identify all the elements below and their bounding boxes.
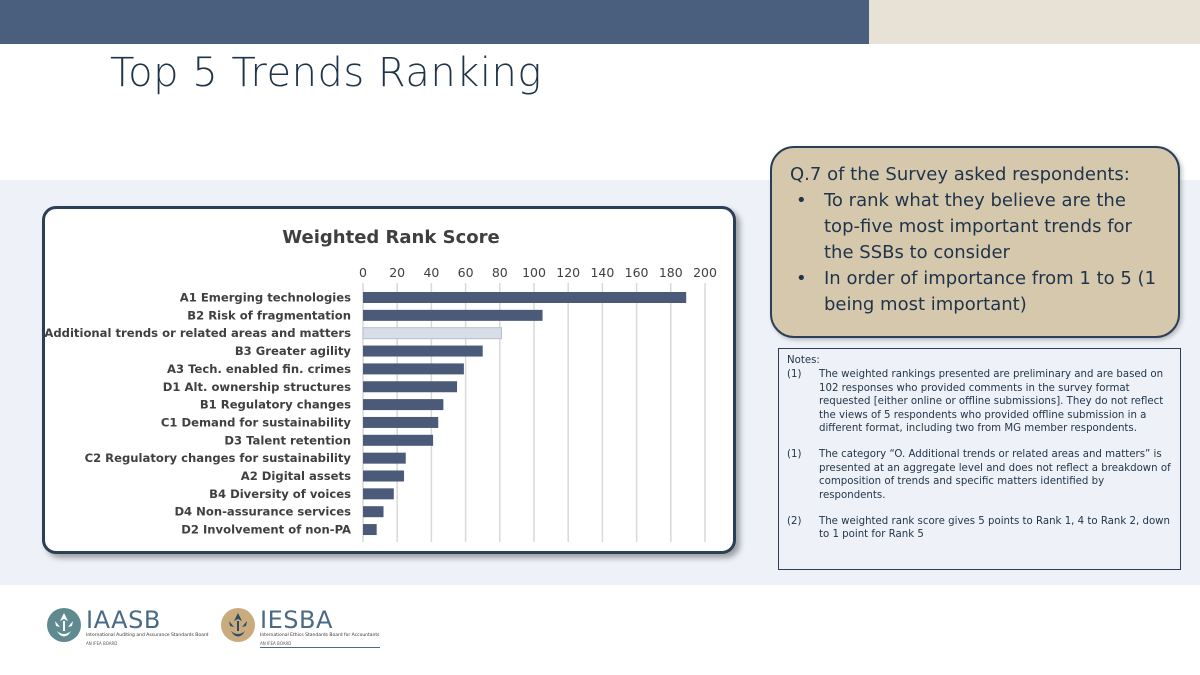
category-label: C1 Demand for sustainability [161, 415, 352, 429]
tick-label: 40 [423, 265, 439, 280]
category-label: A1 Emerging technologies [180, 291, 351, 305]
category-label: B1 Regulatory changes [200, 398, 351, 412]
category-label: D3 Talent retention [224, 433, 351, 447]
tick-label: 60 [458, 265, 474, 280]
logo-board: AN IFEA BOARD [260, 641, 292, 646]
note-number: (1) [787, 369, 802, 381]
page-title: Top 5 Trends Ranking [110, 50, 542, 96]
category-label: D2 Involvement of non-PA [181, 523, 351, 537]
iaasb-emblem-icon [47, 608, 81, 642]
category-label: B2 Risk of fragmentation [187, 308, 351, 322]
note-text: The weighted rank score gives 5 points t… [819, 516, 1170, 541]
bullet-glyph: • [796, 190, 807, 211]
bar [363, 488, 394, 500]
iaasb-logo: IAASB International Auditing and Assuran… [46, 607, 208, 646]
bar [363, 506, 384, 518]
tick-label: 140 [590, 265, 614, 280]
notes-box: Notes: (1) The weighted rankings present… [778, 348, 1181, 570]
note-item: (1) The category “O. Additional trends o… [787, 448, 1172, 502]
bar [363, 345, 483, 357]
tick-label: 0 [359, 265, 367, 280]
question-bullet: • In order of importance from 1 to 5 (1 … [790, 266, 1160, 318]
category-label: B3 Greater agility [235, 344, 352, 358]
chart-panel: Weighted Rank Score 0 20 40 60 80 100 120 140 160… [42, 206, 736, 554]
tick-label: 160 [625, 265, 649, 280]
logo-name: IESBA [260, 606, 333, 634]
note-text: The weighted rankings presented are prel… [819, 369, 1164, 435]
note-item: (2) The weighted rank score gives 5 poin… [787, 515, 1172, 542]
iesba-logo: IESBA International Ethics Standards Boa… [220, 607, 380, 648]
category-label: O. Additional trends or related areas an… [45, 326, 351, 340]
category-label: C2 Regulatory changes for sustainability [85, 451, 352, 465]
iesba-emblem-icon [221, 608, 255, 642]
category-label: D1 Alt. ownership structures [163, 380, 351, 394]
question-callout: Q.7 of the Survey asked respondents: • T… [770, 146, 1180, 338]
question-intro: Q.7 of the Survey asked respondents: [790, 164, 1130, 185]
bar [363, 434, 434, 446]
note-item: (1) The weighted rankings presented are … [787, 368, 1172, 435]
category-label: B4 Diversity of voices [209, 487, 351, 501]
bar [363, 363, 464, 375]
bar [363, 416, 439, 428]
tick-label: 80 [492, 265, 508, 280]
tick-label: 20 [389, 265, 405, 280]
bullet-glyph: • [796, 268, 807, 289]
bar [363, 452, 406, 464]
bar-chart: Weighted Rank Score 0 20 40 60 80 100 120 140 160… [45, 227, 717, 542]
logo-board: AN IFEA BOARD [86, 641, 118, 646]
logo-subtitle: International Auditing and Assurance Sta… [86, 633, 209, 638]
category-label: A2 Digital assets [241, 469, 351, 483]
tick-label: 180 [659, 265, 683, 280]
question-bullet-text: To rank what they believe are the top-fi… [824, 190, 1132, 263]
question-bullet-text: In order of importance from 1 to 5 (1 be… [824, 268, 1157, 315]
bar [363, 292, 687, 303]
logo-subtitle: International Ethics Standards Board for… [260, 633, 380, 638]
tick-label: 200 [693, 265, 717, 280]
question-bullet: • To rank what they believe are the top-… [790, 188, 1160, 266]
note-number: (2) [787, 516, 802, 528]
notes-title: Notes: [787, 355, 820, 366]
category-label: A3 Tech. enabled fin. crimes [167, 362, 351, 376]
category-label: D4 Non-assurance services [174, 505, 351, 519]
bar [363, 399, 444, 411]
bar [363, 309, 543, 321]
bar [363, 381, 458, 393]
note-number: (1) [787, 449, 802, 461]
top-banner-accent [869, 0, 1200, 44]
bar [363, 470, 405, 482]
top-banner [0, 0, 869, 44]
note-text: The category “O. Additional trends or re… [819, 449, 1171, 501]
bar [363, 524, 377, 536]
footer: IAASB International Auditing and Assuran… [0, 585, 1200, 675]
logo-name: IAASB [86, 606, 161, 634]
tick-label: 100 [522, 265, 546, 280]
chart-title: Weighted Rank Score [282, 227, 499, 248]
bar [362, 327, 503, 340]
tick-label: 120 [556, 265, 580, 280]
